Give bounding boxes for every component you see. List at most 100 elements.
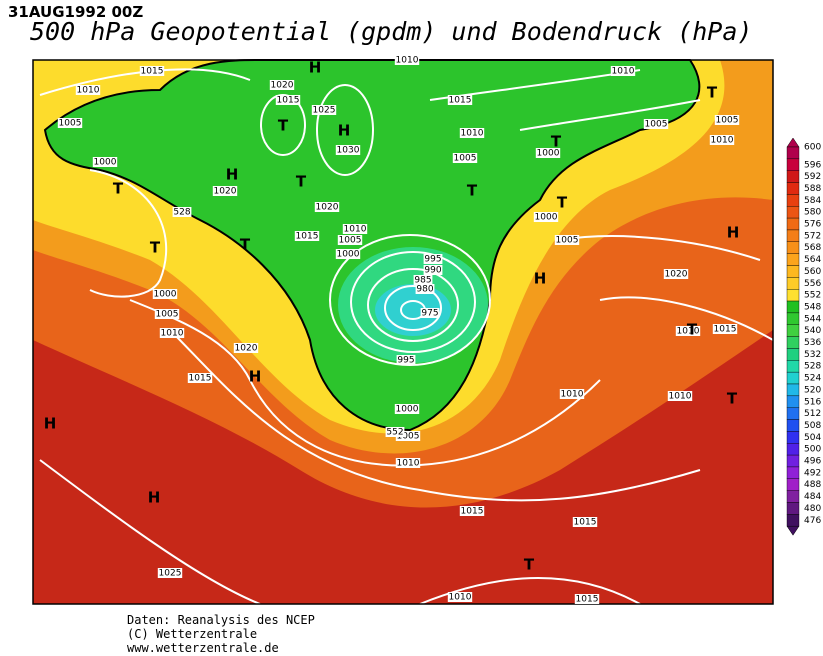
isobar-label: 1015: [714, 325, 737, 335]
isobar-label: 1010: [396, 56, 419, 66]
colorbar-cell: [786, 407, 800, 420]
isobar-label: 1010: [449, 593, 472, 603]
isobar-label-box: [75, 85, 101, 95]
isobar-label-box: [423, 265, 443, 275]
isobar-label-box: [152, 289, 178, 299]
isobar-label-box: [275, 95, 301, 105]
isobar-label: 1025: [159, 569, 182, 579]
isobar-label-box: [314, 202, 340, 212]
pressure-center: H: [148, 489, 161, 507]
isobar-label: 1005: [556, 236, 579, 246]
isobar-label: 1010: [397, 459, 420, 469]
isobar-label-box: [714, 115, 740, 125]
isobar-label-box: [675, 326, 701, 336]
isobar-label-box: [172, 207, 192, 217]
colorbar-label: 496: [804, 457, 821, 467]
colorbar-label: 592: [804, 172, 821, 182]
pressure-center: H: [338, 122, 351, 140]
isobar-label: 980: [416, 285, 433, 295]
colorbar: 6005965925885845805765725685645605565525…: [786, 137, 821, 536]
colorbar-label: 564: [804, 255, 821, 265]
date: 31AUG1992 00Z: [8, 3, 143, 21]
colorbar-label: 576: [804, 220, 821, 230]
colorbar-cell: [786, 336, 800, 349]
pressure-center: T: [551, 133, 562, 151]
colorbar-label: 492: [804, 468, 821, 478]
colorbar-label: 540: [804, 326, 821, 336]
isobar-label-box: [396, 355, 416, 365]
colorbar-cell: [786, 158, 800, 171]
colorbar-cell: [786, 514, 800, 527]
isobar-label-box: [335, 145, 361, 155]
isobar-label-box: [420, 308, 440, 318]
isobar-label-box: [712, 324, 738, 334]
isobar-label: 1010: [561, 390, 584, 400]
colorbar-cell: [786, 170, 800, 183]
pressure-center: T: [240, 236, 251, 254]
isobar-label-box: [423, 254, 443, 264]
isobar-label-box: [415, 284, 435, 294]
colorbar-cell: [786, 454, 800, 468]
isobar-label-box: [559, 389, 585, 399]
pressure-center: H: [226, 166, 239, 184]
pressure-center: H: [534, 270, 547, 288]
colorbar-cell: [786, 265, 800, 278]
isobar-label: 1005: [454, 154, 477, 164]
isobar-label-box: [533, 212, 559, 222]
colorbar-cell: [786, 277, 800, 290]
colorbar-cell: [786, 146, 800, 160]
colorbar-cell: [786, 395, 800, 408]
colorbar-label: 500: [804, 445, 821, 455]
isobar-label-box: [395, 431, 421, 441]
isobar-label-box: [139, 66, 165, 76]
isobar-label: 1020: [271, 81, 294, 91]
isobar-label-box: [154, 309, 180, 319]
isobar-label: 975: [421, 309, 438, 319]
isobar-label-box: [57, 118, 83, 128]
colorbar-cell: [786, 348, 800, 361]
isobar-label-box: [709, 135, 735, 145]
colorbar-label: 528: [804, 362, 821, 372]
colorbar-label: 552: [804, 291, 821, 301]
isobar-label-box: [92, 157, 118, 167]
isobar-label: 1005: [645, 120, 668, 130]
pressure-center: T: [296, 173, 307, 191]
colorbar-cell: [786, 253, 800, 266]
isobar-label-box: [157, 568, 183, 578]
colorbar-label: 520: [804, 385, 821, 395]
isobar-label: 1015: [277, 96, 300, 106]
isobar-label: 1005: [156, 310, 179, 320]
isobar-label: 1000: [396, 405, 419, 415]
colorbar-cell: [786, 324, 800, 337]
isobar-label-box: [187, 373, 213, 383]
colorbar-label: 560: [804, 267, 821, 277]
colorbar-label: 588: [804, 184, 821, 194]
pressure-center: T: [687, 321, 698, 339]
isobar-label: 985: [414, 276, 431, 286]
colorbar-cell: [786, 478, 800, 491]
colorbar-cell: [786, 502, 800, 515]
pressure-center: T: [467, 182, 478, 200]
isobar-label-box: [342, 224, 368, 234]
colorbar-cell: [786, 194, 800, 207]
colorbar-cell: [786, 371, 800, 385]
colorbar-label: 556: [804, 279, 821, 289]
pressure-center: H: [309, 59, 322, 77]
isobar-label-box: [269, 80, 295, 90]
isobar-label-box: [667, 391, 693, 401]
isobar-label-box: [663, 269, 689, 279]
colorbar-cell: [786, 289, 800, 302]
isobar-label: 1000: [154, 290, 177, 300]
footer-line: Daten: Reanalysis des NCEP: [127, 613, 315, 627]
isobar-label-box: [535, 148, 561, 158]
isobar-label-box: [413, 275, 433, 285]
isobar-label: 1010: [77, 86, 100, 96]
colorbar-label: 600: [804, 143, 821, 153]
colorbar-label: 536: [804, 338, 821, 348]
colorbar-label: 532: [804, 350, 821, 360]
pressure-center: T: [113, 180, 124, 198]
isobar-label-box: [335, 249, 361, 259]
colorbar-label: 508: [804, 421, 821, 431]
isobar-label: 1015: [461, 507, 484, 517]
